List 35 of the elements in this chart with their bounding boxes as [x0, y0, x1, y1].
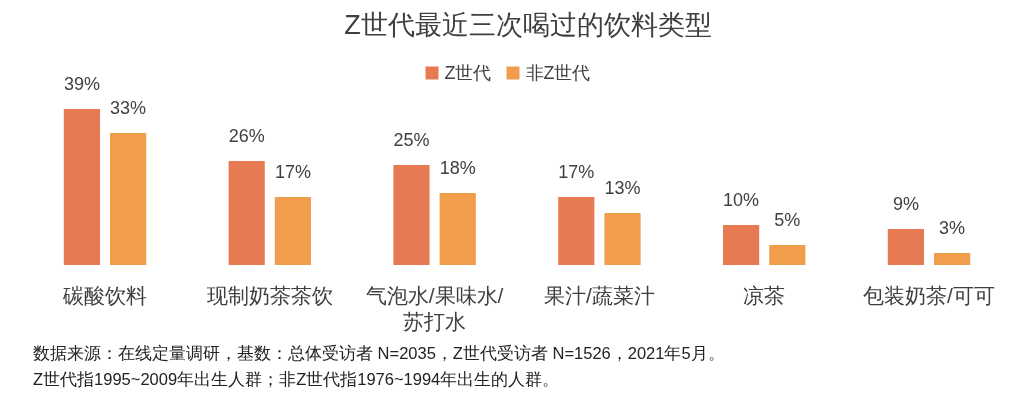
bar — [604, 213, 641, 265]
bar — [558, 197, 595, 265]
text: Z世代指1995~2009年出生人群；非Z世代指1976~1994年出生的人群。 — [33, 370, 560, 388]
data-label: 10% — [723, 190, 760, 210]
bar — [110, 133, 147, 265]
data-label: 9% — [892, 194, 919, 214]
data-label: 17% — [558, 162, 595, 182]
legend-label: 非Z世代 — [525, 63, 591, 83]
bar — [393, 165, 430, 265]
bar — [439, 193, 476, 265]
data-label: 33% — [110, 98, 147, 118]
chart-title: Z世代最近三次喝过的饮料类型 — [344, 10, 712, 40]
bar — [63, 109, 100, 265]
data-label: 18% — [439, 158, 476, 178]
bar — [723, 225, 760, 265]
x-tick-label: 现制奶茶茶饮 — [206, 283, 333, 307]
x-tick-label: 气泡水/果味水/苏打水 — [365, 283, 504, 333]
bar — [228, 161, 265, 265]
x-tick-label: 碳酸饮料 — [62, 283, 147, 307]
x-tick-label: 凉茶 — [743, 283, 786, 307]
data-label: 5% — [774, 210, 801, 230]
data-label: 39% — [63, 74, 100, 94]
x-tick-label: 果汁/蔬菜汁 — [543, 283, 655, 307]
data-label: 3% — [939, 218, 966, 238]
bar — [934, 253, 971, 265]
data-label: 13% — [604, 178, 641, 198]
data-label: 25% — [393, 130, 430, 150]
bar — [769, 245, 806, 265]
data-label: 17% — [274, 162, 311, 182]
x-tick-label: 包装奶茶/可可 — [863, 283, 995, 307]
bar — [887, 229, 924, 265]
legend-label: Z世代 — [444, 63, 492, 83]
source-note: 数据来源：在线定量调研，基数：总体受访者 N=2035，Z世代受访者 N=1526，2021年5月。 — [33, 344, 725, 362]
data-label: 26% — [228, 126, 265, 146]
bar — [274, 197, 311, 265]
